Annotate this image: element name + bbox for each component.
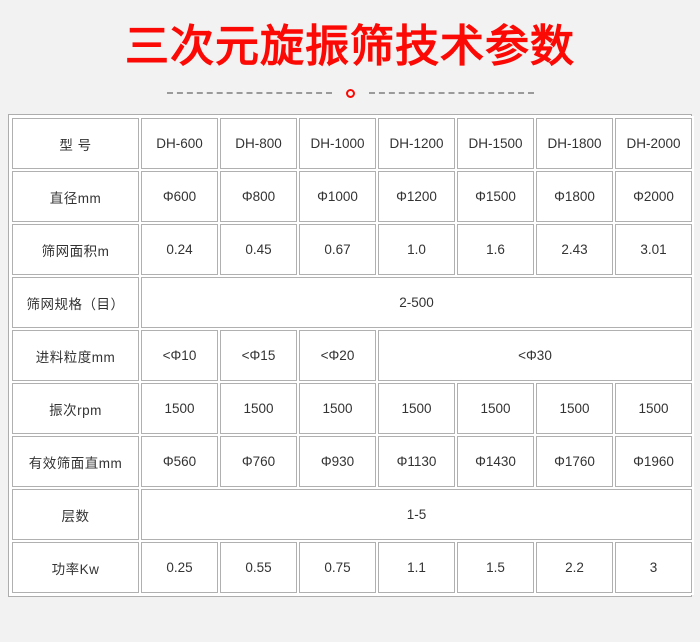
table-cell: <Φ20 (299, 330, 376, 381)
table-cell: <Φ10 (141, 330, 218, 381)
table-cell: 3.01 (615, 224, 692, 275)
table-cell: Φ1130 (378, 436, 455, 487)
table-row: 直径mm Φ600 Φ800 Φ1000 Φ1200 Φ1500 Φ1800 Φ2000 (12, 171, 692, 222)
row-label: 筛网规格（目） (12, 277, 139, 328)
table-cell: DH-600 (141, 118, 218, 169)
table-cell: 0.75 (299, 542, 376, 593)
table-cell: DH-1800 (536, 118, 613, 169)
table-cell: Φ600 (141, 171, 218, 222)
table-cell: DH-1200 (378, 118, 455, 169)
table-row: 进料粒度mm <Φ10 <Φ15 <Φ20 <Φ30 (12, 330, 692, 381)
spec-table-container: 型 号 DH-600 DH-800 DH-1000 DH-1200 DH-1500 DH-1… (8, 114, 694, 597)
table-row: 型 号 DH-600 DH-800 DH-1000 DH-1200 DH-1500 DH-1… (12, 118, 692, 169)
table-cell: 0.24 (141, 224, 218, 275)
table-cell: 0.67 (299, 224, 376, 275)
table-cell: 1500 (615, 383, 692, 434)
table-cell: Φ1500 (457, 171, 534, 222)
divider-line-right (368, 92, 534, 94)
table-cell: 0.25 (141, 542, 218, 593)
table-cell: <Φ15 (220, 330, 297, 381)
table-cell: 1.0 (378, 224, 455, 275)
table-row: 筛网规格（目） 2-500 (12, 277, 692, 328)
table-cell: 1500 (536, 383, 613, 434)
row-label: 有效筛面直mm (12, 436, 139, 487)
title-divider (0, 86, 700, 100)
table-row: 振次rpm 1500 1500 1500 1500 1500 1500 1500 (12, 383, 692, 434)
table-cell: Φ800 (220, 171, 297, 222)
table-cell: 1500 (141, 383, 218, 434)
spec-table: 型 号 DH-600 DH-800 DH-1000 DH-1200 DH-1500 DH-1… (10, 116, 694, 595)
page-title: 三次元旋振筛技术参数 (125, 21, 575, 72)
table-cell: Φ930 (299, 436, 376, 487)
table-cell: Φ1200 (378, 171, 455, 222)
table-cell: 1500 (378, 383, 455, 434)
table-cell: Φ1000 (299, 171, 376, 222)
row-label: 直径mm (12, 171, 139, 222)
table-cell: DH-2000 (615, 118, 692, 169)
row-label: 筛网面积m (12, 224, 139, 275)
table-cell: 1.1 (378, 542, 455, 593)
table-cell: 1500 (299, 383, 376, 434)
table-row: 筛网面积m 0.24 0.45 0.67 1.0 1.6 2.43 3.01 (12, 224, 692, 275)
table-cell: Φ1430 (457, 436, 534, 487)
table-cell: Φ560 (141, 436, 218, 487)
table-cell: DH-1500 (457, 118, 534, 169)
table-row: 有效筛面直mm Φ560 Φ760 Φ930 Φ1130 Φ1430 Φ1760 Φ1960 (12, 436, 692, 487)
table-cell: Φ2000 (615, 171, 692, 222)
table-cell: 1.6 (457, 224, 534, 275)
circle-icon (345, 88, 355, 98)
table-cell: Φ1960 (615, 436, 692, 487)
page-header: 三次元旋振筛技术参数 (0, 0, 700, 100)
table-cell: 0.45 (220, 224, 297, 275)
table-cell: 1.5 (457, 542, 534, 593)
table-row: 层数 1-5 (12, 489, 692, 540)
table-cell: 2.43 (536, 224, 613, 275)
table-cell: 0.55 (220, 542, 297, 593)
table-cell: DH-1000 (299, 118, 376, 169)
table-cell: Φ1800 (536, 171, 613, 222)
table-cell: 3 (615, 542, 692, 593)
table-row: 功率Kw 0.25 0.55 0.75 1.1 1.5 2.2 3 (12, 542, 692, 593)
spec-table-body: 型 号 DH-600 DH-800 DH-1000 DH-1200 DH-1500 DH-1… (12, 118, 692, 593)
table-cell: <Φ30 (378, 330, 692, 381)
table-cell: 2.2 (536, 542, 613, 593)
table-cell: 1500 (457, 383, 534, 434)
table-cell: 2-500 (141, 277, 692, 328)
row-label: 进料粒度mm (12, 330, 139, 381)
table-cell: Φ1760 (536, 436, 613, 487)
divider-line-left (166, 92, 332, 94)
table-cell: 1500 (220, 383, 297, 434)
table-cell: 1-5 (141, 489, 692, 540)
row-label: 功率Kw (12, 542, 139, 593)
table-cell: Φ760 (220, 436, 297, 487)
row-label: 振次rpm (12, 383, 139, 434)
row-label: 型 号 (12, 118, 139, 169)
table-cell: DH-800 (220, 118, 297, 169)
row-label: 层数 (12, 489, 139, 540)
